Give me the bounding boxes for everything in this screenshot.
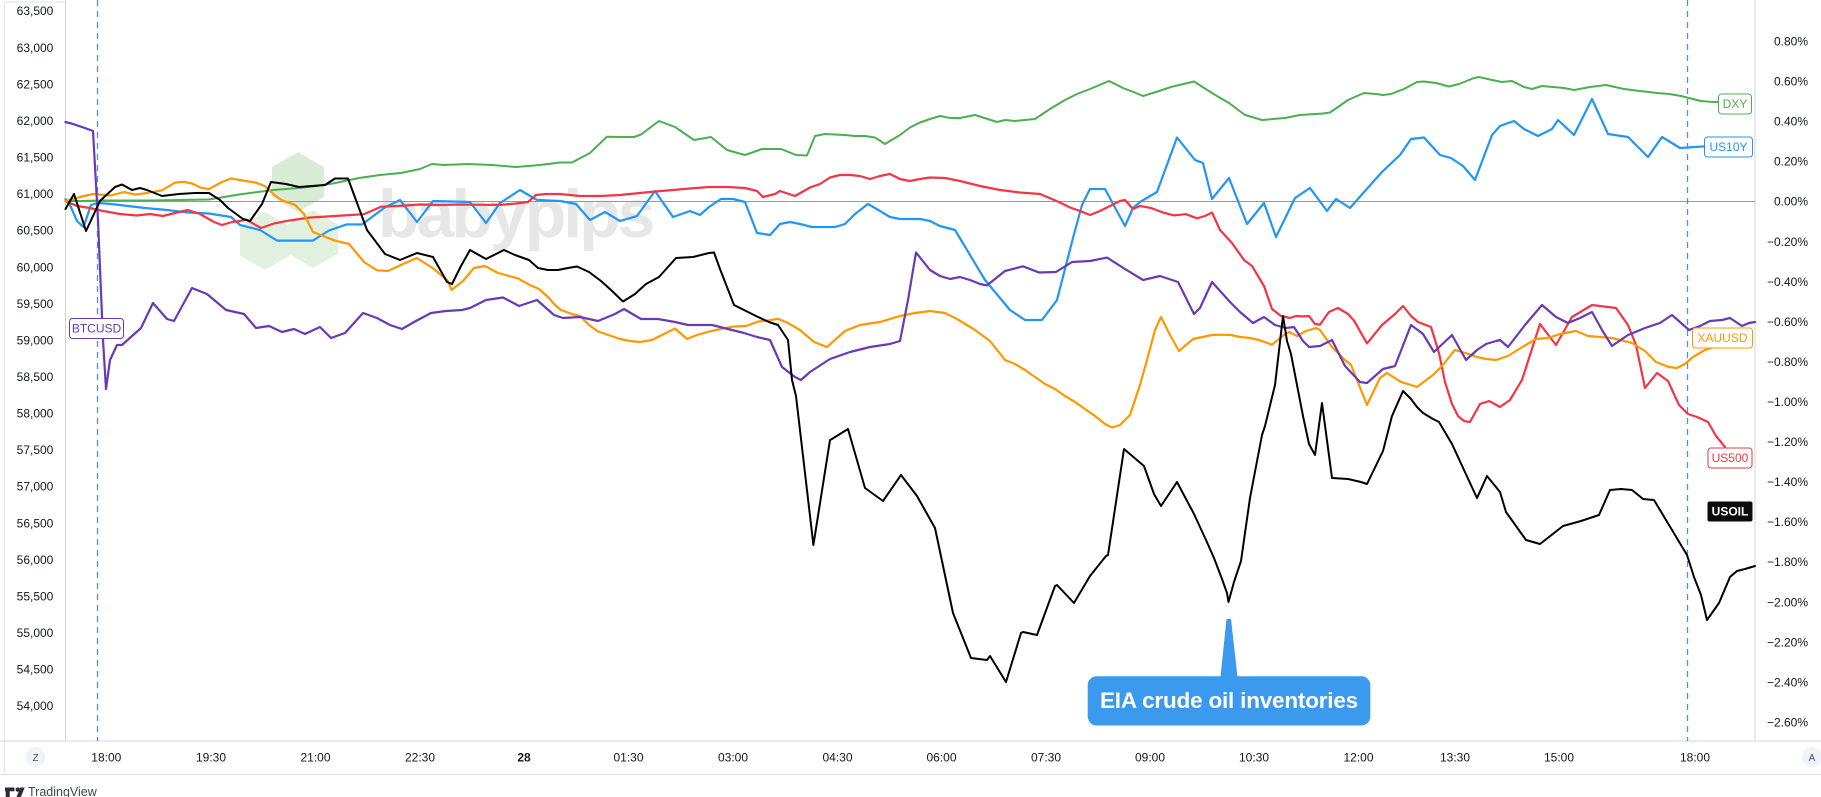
svg-text:61,000: 61,000 [17,187,54,201]
svg-text:62,500: 62,500 [17,77,54,91]
svg-text:62,000: 62,000 [17,114,54,128]
svg-text:BTCUSD: BTCUSD [72,322,122,336]
svg-text:56,000: 56,000 [17,553,54,567]
svg-text:−2.20%: −2.20% [1767,635,1808,649]
svg-text:−0.60%: −0.60% [1767,315,1808,329]
svg-text:18:00: 18:00 [1680,751,1710,765]
svg-text:babypips: babypips [378,176,654,252]
svg-text:13:30: 13:30 [1440,751,1470,765]
svg-text:12:00: 12:00 [1343,751,1373,765]
svg-text:−2.40%: −2.40% [1767,675,1808,689]
svg-text:0.00%: 0.00% [1774,195,1808,209]
svg-text:59,500: 59,500 [17,297,54,311]
svg-text:A: A [1809,753,1816,764]
svg-text:−2.60%: −2.60% [1767,716,1808,730]
svg-text:56,500: 56,500 [17,516,54,530]
svg-text:−0.40%: −0.40% [1767,275,1808,289]
svg-text:DXY: DXY [1723,97,1748,111]
svg-text:60,000: 60,000 [17,260,54,274]
svg-text:XAUUSD: XAUUSD [1697,331,1747,345]
svg-text:US500: US500 [1712,451,1749,465]
svg-text:21:00: 21:00 [300,751,330,765]
svg-text:−1.80%: −1.80% [1767,555,1808,569]
svg-text:28: 28 [517,751,531,765]
svg-text:54,000: 54,000 [17,699,54,713]
svg-text:63,000: 63,000 [17,41,54,55]
svg-text:07:30: 07:30 [1031,751,1061,765]
svg-text:58,000: 58,000 [17,407,54,421]
svg-text:57,500: 57,500 [17,443,54,457]
svg-text:−1.20%: −1.20% [1767,435,1808,449]
svg-text:54,500: 54,500 [17,663,54,677]
svg-text:19:30: 19:30 [196,751,226,765]
svg-text:0.60%: 0.60% [1774,75,1808,89]
svg-text:60,500: 60,500 [17,224,54,238]
svg-text:09:00: 09:00 [1135,751,1165,765]
svg-text:−1.40%: −1.40% [1767,475,1808,489]
svg-text:Z: Z [32,753,38,764]
svg-text:0.40%: 0.40% [1774,115,1808,129]
svg-text:61,500: 61,500 [17,151,54,165]
svg-text:63,500: 63,500 [17,4,54,18]
svg-text:15:00: 15:00 [1544,751,1574,765]
svg-text:57,000: 57,000 [17,480,54,494]
svg-text:0.80%: 0.80% [1774,35,1808,49]
svg-text:TradingView: TradingView [28,785,98,797]
svg-text:58,500: 58,500 [17,370,54,384]
svg-text:22:30: 22:30 [405,751,435,765]
svg-text:55,000: 55,000 [17,626,54,640]
svg-text:−1.60%: −1.60% [1767,515,1808,529]
svg-text:USOIL: USOIL [1712,505,1749,519]
svg-text:−0.20%: −0.20% [1767,235,1808,249]
svg-text:10:30: 10:30 [1239,751,1269,765]
svg-text:06:00: 06:00 [926,751,956,765]
svg-text:03:00: 03:00 [718,751,748,765]
svg-text:59,000: 59,000 [17,333,54,347]
svg-text:−2.00%: −2.00% [1767,595,1808,609]
svg-text:EIA crude oil inventories: EIA crude oil inventories [1100,688,1358,713]
svg-text:0.20%: 0.20% [1774,155,1808,169]
svg-text:55,500: 55,500 [17,590,54,604]
svg-text:04:30: 04:30 [822,751,852,765]
svg-text:−1.00%: −1.00% [1767,395,1808,409]
svg-text:18:00: 18:00 [91,751,121,765]
svg-text:01:30: 01:30 [613,751,643,765]
svg-text:US10Y: US10Y [1709,140,1747,154]
svg-text:−0.80%: −0.80% [1767,355,1808,369]
